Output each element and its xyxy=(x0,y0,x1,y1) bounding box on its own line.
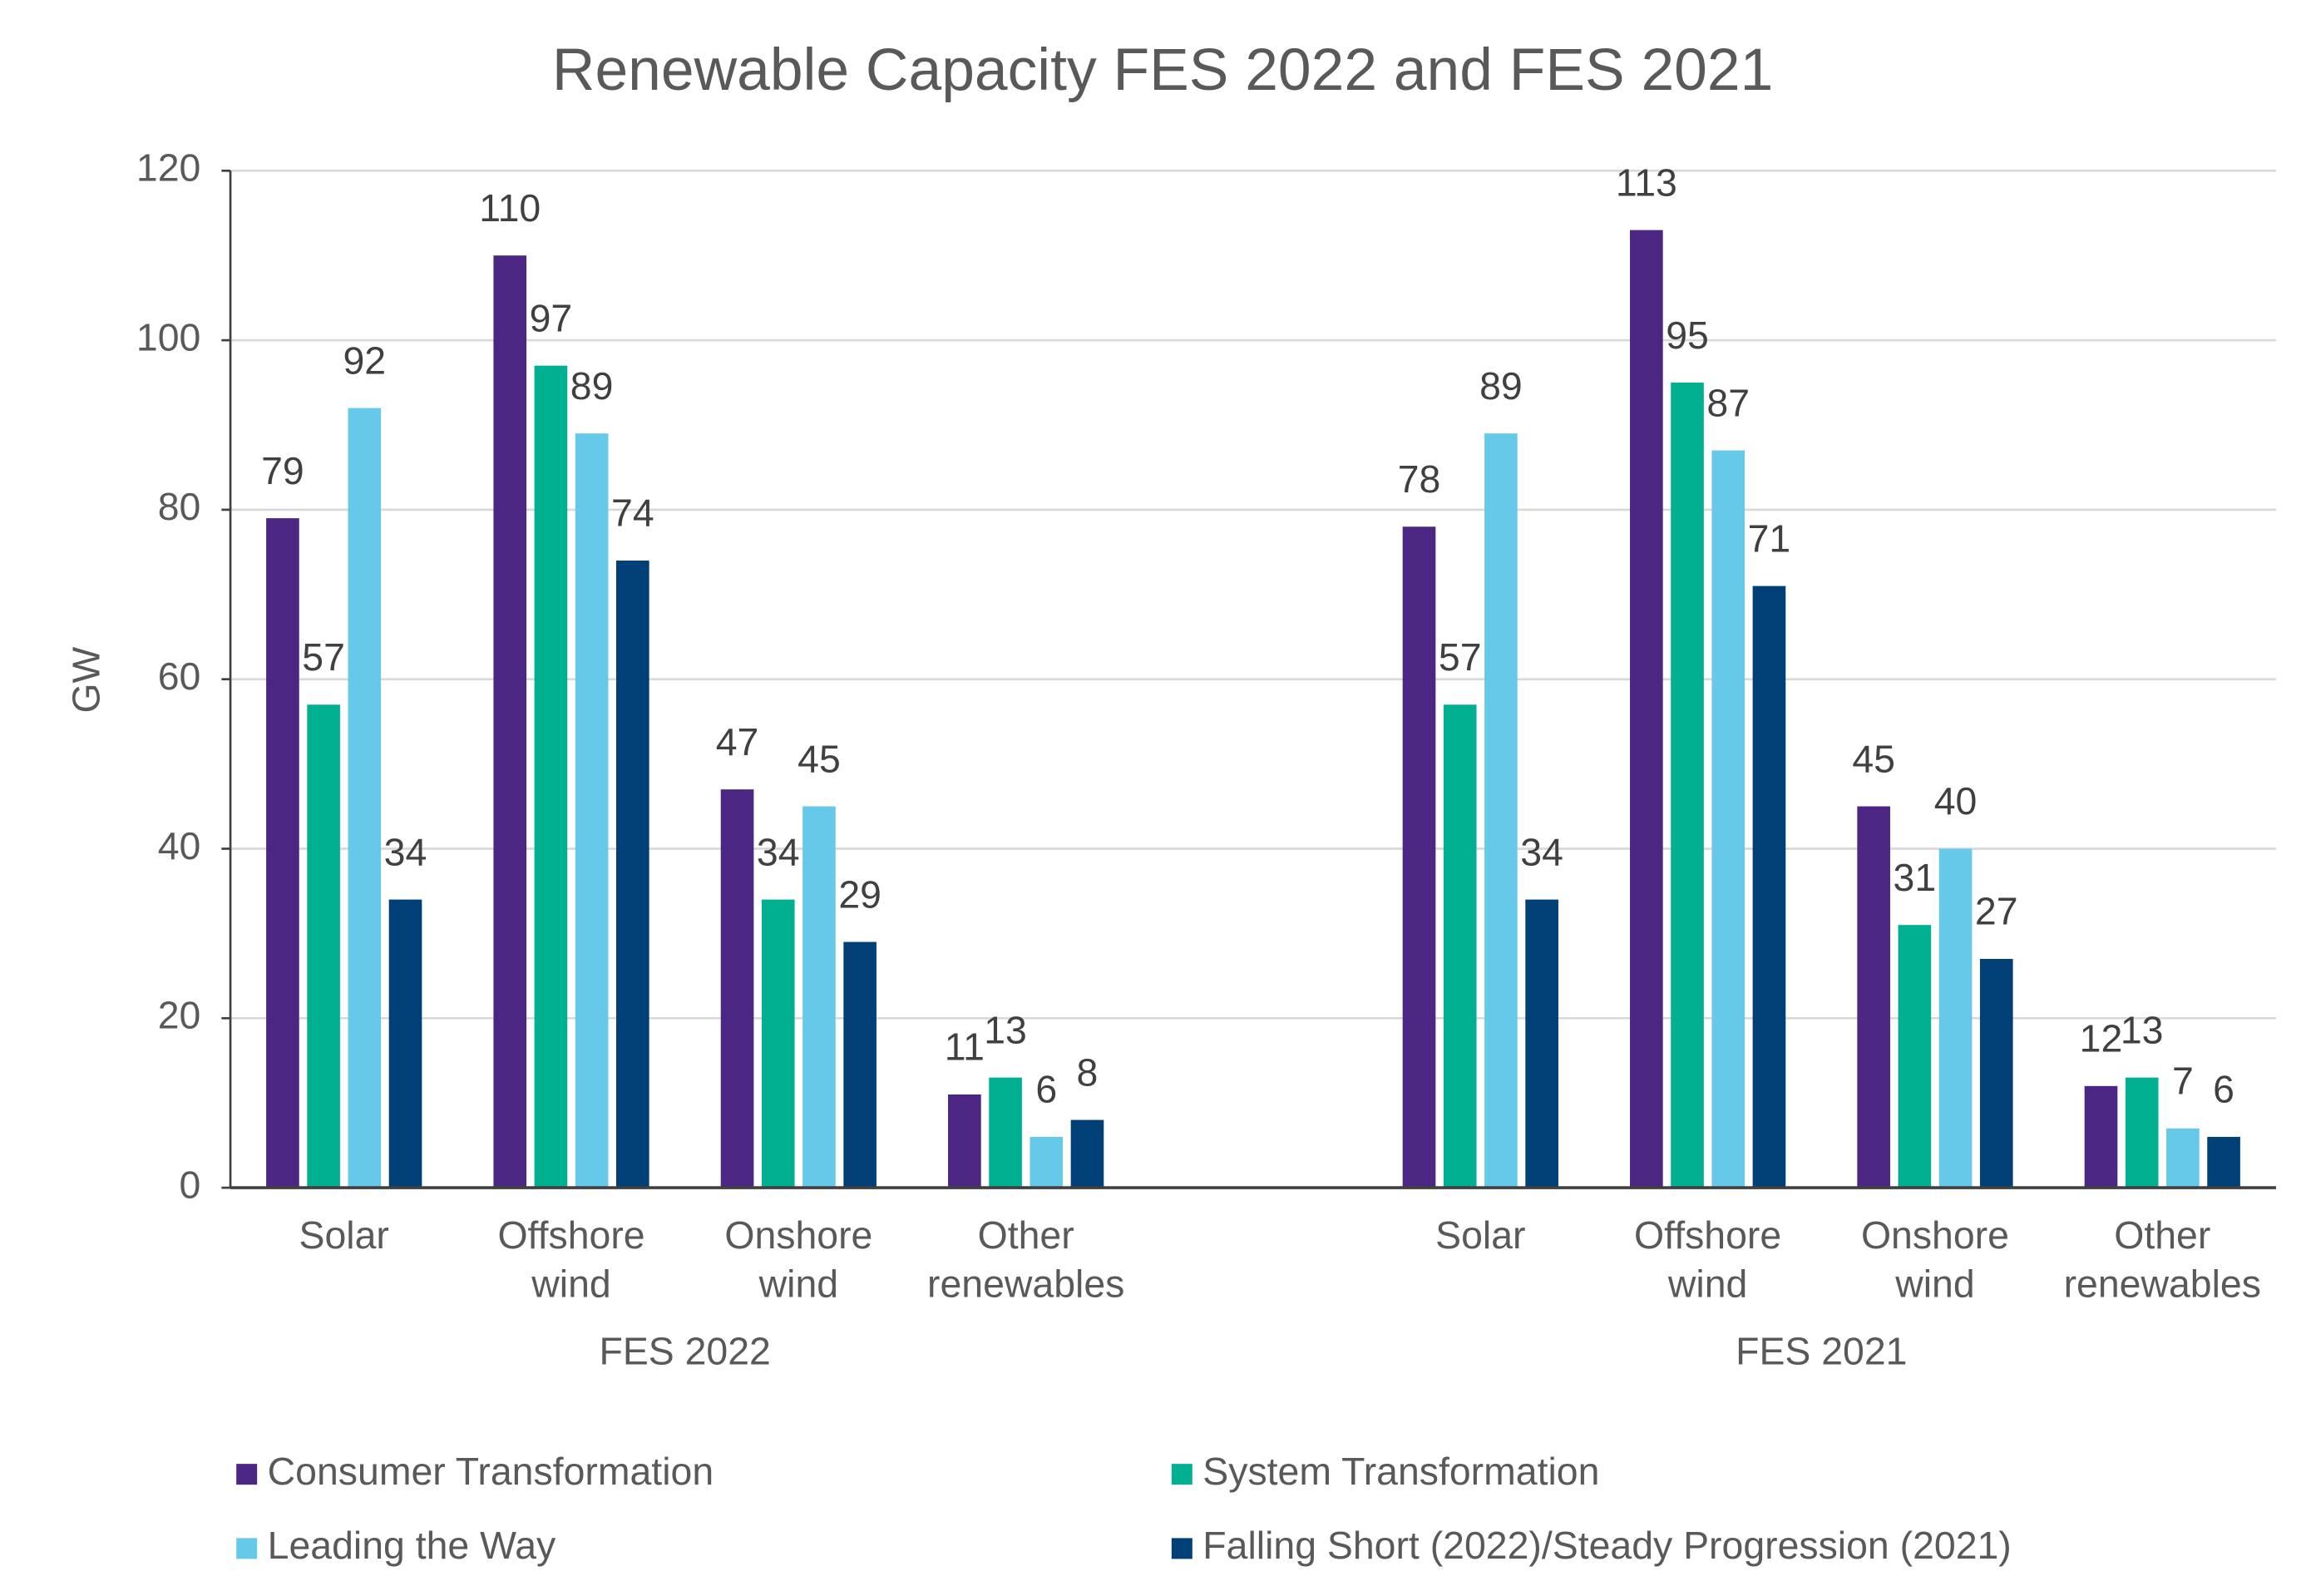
y-tick-label: 120 xyxy=(136,146,200,190)
legend-swatch xyxy=(236,1538,258,1559)
x-tick-label: Other renewables xyxy=(927,1213,1124,1306)
data-label: 7 xyxy=(2172,1059,2194,1102)
bar xyxy=(1938,848,1973,1188)
data-label: 8 xyxy=(1077,1050,1099,1094)
data-label: 113 xyxy=(1616,161,1677,204)
bar xyxy=(1752,586,1786,1188)
bar xyxy=(1525,899,1558,1188)
bar xyxy=(1711,450,1746,1188)
bar xyxy=(307,704,340,1188)
data-label: 57 xyxy=(1439,635,1482,679)
bar xyxy=(2166,1128,2200,1188)
group-label: FES 2021 xyxy=(1736,1329,1907,1372)
bar xyxy=(534,365,568,1188)
x-tick-label: Solar xyxy=(299,1213,389,1257)
bar xyxy=(2125,1077,2159,1188)
bar xyxy=(1402,526,1436,1188)
data-label: 97 xyxy=(530,296,573,339)
data-label: 31 xyxy=(1894,856,1937,899)
bar xyxy=(2207,1136,2240,1188)
bar xyxy=(575,433,609,1188)
y-tick-label: 60 xyxy=(158,655,201,698)
x-tick-label: Offshore wind xyxy=(1634,1213,1781,1306)
bar xyxy=(493,255,527,1188)
y-tick-label: 40 xyxy=(158,824,201,867)
data-label: 6 xyxy=(1035,1068,1057,1111)
legend-label: Consumer Transformation xyxy=(268,1450,714,1493)
legend-swatch xyxy=(1171,1538,1193,1559)
data-label: 11 xyxy=(945,1025,985,1069)
data-label: 13 xyxy=(2121,1008,2164,1051)
bar xyxy=(1857,806,1890,1188)
x-tick-label: Onshore wind xyxy=(1861,1213,2009,1306)
bar xyxy=(1484,433,1518,1188)
y-tick-label: 0 xyxy=(180,1163,201,1206)
bar xyxy=(616,561,649,1188)
data-label: 34 xyxy=(757,830,800,873)
data-label: 34 xyxy=(384,830,427,873)
data-label: 27 xyxy=(1975,890,2018,933)
bar xyxy=(1671,383,1704,1188)
data-label: 110 xyxy=(479,186,541,230)
x-tick-label: Solar xyxy=(1435,1213,1525,1257)
data-label: 29 xyxy=(838,872,881,916)
data-label: 57 xyxy=(302,635,345,679)
data-label: 71 xyxy=(1748,516,1791,560)
data-label: 89 xyxy=(1479,364,1523,408)
group-label: FES 2022 xyxy=(599,1329,770,1372)
data-label: 78 xyxy=(1398,457,1441,501)
legend-swatch xyxy=(236,1464,258,1485)
bar xyxy=(266,518,299,1188)
legend-swatch xyxy=(1171,1464,1193,1485)
data-label: 45 xyxy=(797,737,841,780)
y-tick-label: 100 xyxy=(136,315,200,358)
x-tick-label: Offshore wind xyxy=(497,1213,644,1306)
data-label: 6 xyxy=(2213,1068,2234,1111)
bar xyxy=(1070,1119,1104,1188)
data-label: 13 xyxy=(984,1008,1027,1051)
bar xyxy=(1030,1136,1064,1188)
bar xyxy=(843,941,876,1188)
bar xyxy=(1979,958,2013,1188)
legend-label: System Transformation xyxy=(1202,1450,1599,1493)
bar xyxy=(388,899,422,1188)
data-label: 87 xyxy=(1706,381,1750,424)
x-tick-label: Onshore wind xyxy=(724,1213,872,1306)
bar xyxy=(720,789,754,1188)
data-label: 74 xyxy=(611,492,654,535)
y-axis-label: GW xyxy=(65,646,108,713)
bar xyxy=(2084,1085,2118,1188)
legend-label: Falling Short (2022)/Steady Progression … xyxy=(1202,1524,2011,1567)
bar xyxy=(1898,925,1932,1188)
bar xyxy=(1443,704,1477,1188)
bar xyxy=(348,408,382,1188)
data-label: 45 xyxy=(1852,737,1895,780)
bar xyxy=(802,806,836,1188)
y-tick-label: 20 xyxy=(158,994,201,1037)
data-label: 40 xyxy=(1934,779,1978,823)
bar xyxy=(948,1094,981,1188)
bar xyxy=(761,899,795,1188)
y-tick-label: 80 xyxy=(158,485,201,528)
data-label: 89 xyxy=(570,364,614,408)
data-label: 79 xyxy=(261,449,304,492)
bar xyxy=(989,1077,1022,1188)
data-label: 95 xyxy=(1666,314,1709,357)
legend-label: Leading the Way xyxy=(268,1524,556,1567)
data-label: 47 xyxy=(716,720,759,763)
data-label: 34 xyxy=(1520,830,1563,873)
bar xyxy=(1630,230,1663,1188)
chart-title: Renewable Capacity FES 2022 and FES 2021 xyxy=(552,37,1773,103)
data-label: 92 xyxy=(343,338,386,382)
x-tick-label: Other renewables xyxy=(2064,1213,2261,1306)
data-label: 12 xyxy=(2080,1017,2123,1060)
